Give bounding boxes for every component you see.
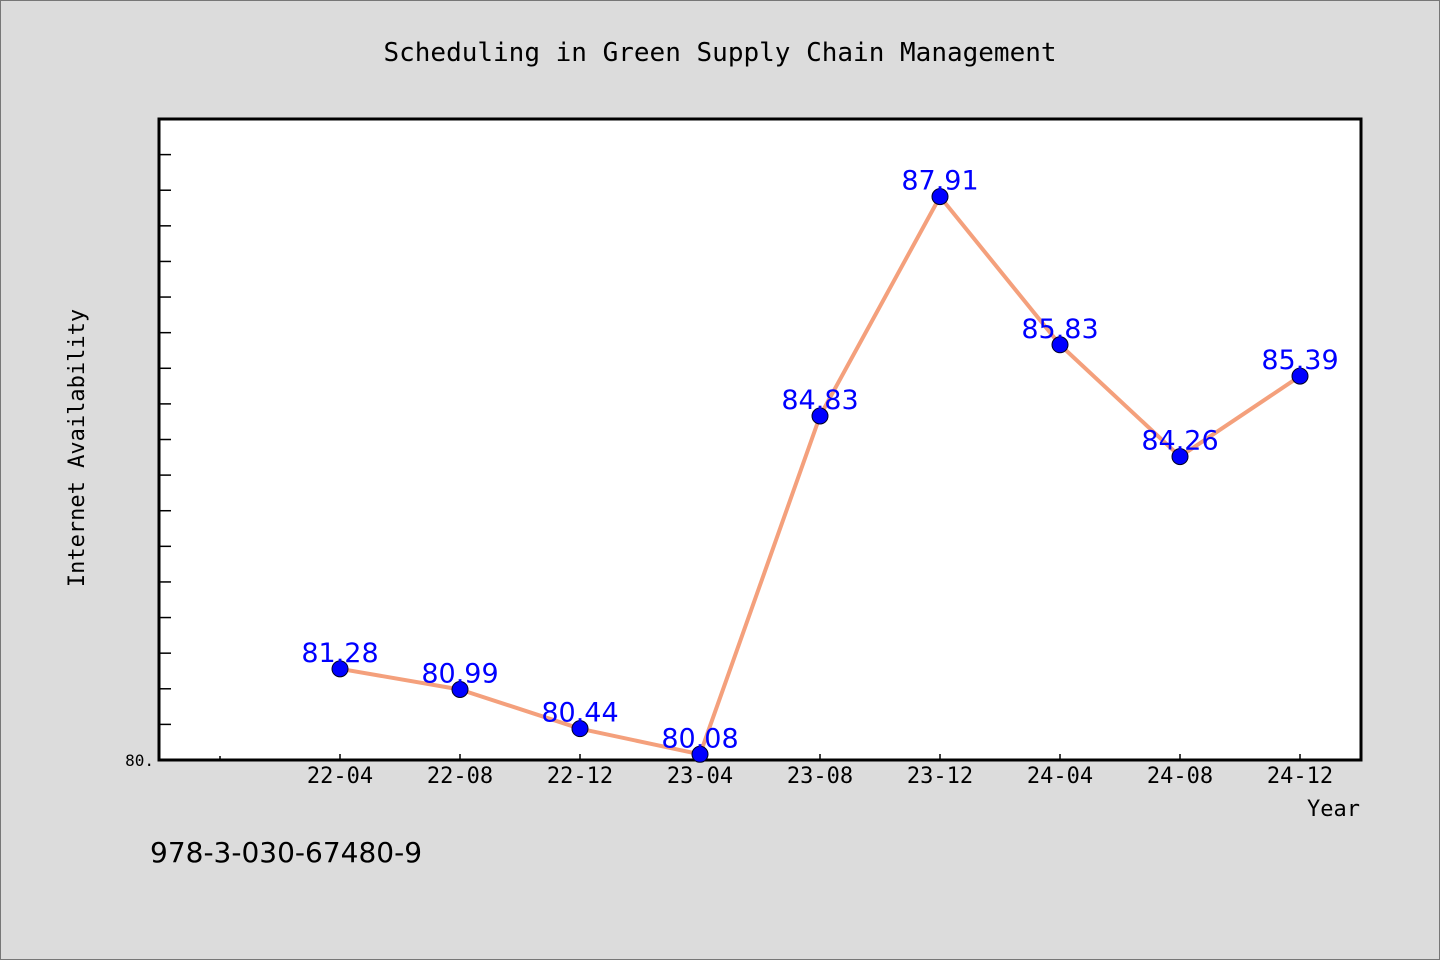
data-point: [451, 680, 469, 698]
data-label: 84.83: [781, 385, 858, 416]
data-label: 85.83: [1021, 314, 1098, 345]
x-tick-label: 24-12: [1267, 764, 1333, 789]
data-point: [931, 188, 949, 206]
x-tick-label: 22-08: [427, 764, 493, 789]
data-label: 80.44: [541, 698, 618, 729]
data-label: 84.26: [1141, 426, 1218, 457]
data-point: [571, 720, 589, 738]
data-point: [331, 660, 349, 678]
data-label: 81.28: [301, 638, 378, 669]
data-point: [1051, 336, 1069, 354]
chart-title: Scheduling in Green Supply Chain Managem…: [383, 38, 1056, 68]
x-tick-label: 22-04: [307, 764, 373, 789]
x-tick-label: 23-04: [667, 764, 733, 789]
x-axis-ticks: 22-04 22-08 22-12 23-04 23-08 23-12 24-04 24-08…: [219, 754, 1333, 789]
data-point: [691, 745, 709, 763]
data-point: [1291, 367, 1309, 385]
series-layer: 81.28 80.99 80.44 80.08 84.83 87.91 85.83 84.26…: [301, 166, 1339, 763]
data-point: [811, 407, 829, 425]
y-tick-label: 80.: [125, 751, 154, 770]
x-tick-label: 23-08: [787, 764, 853, 789]
footer-code: 978-3-030-67480-9: [150, 836, 423, 869]
y-axis-ticks: [159, 153, 171, 726]
x-tick-label: 22-12: [547, 764, 613, 789]
data-label: 85.39: [1261, 345, 1338, 376]
x-axis-label: Year: [1307, 797, 1360, 822]
data-label: 87.91: [901, 166, 978, 197]
data-label: 80.99: [421, 658, 498, 689]
x-tick-label: 24-08: [1147, 764, 1213, 789]
x-tick-label: 24-04: [1027, 764, 1093, 789]
data-label: 80.08: [661, 723, 738, 754]
data-point: [1171, 448, 1189, 466]
y-axis-label: Internet Availability: [65, 309, 90, 587]
x-tick-label: 23-12: [907, 764, 973, 789]
